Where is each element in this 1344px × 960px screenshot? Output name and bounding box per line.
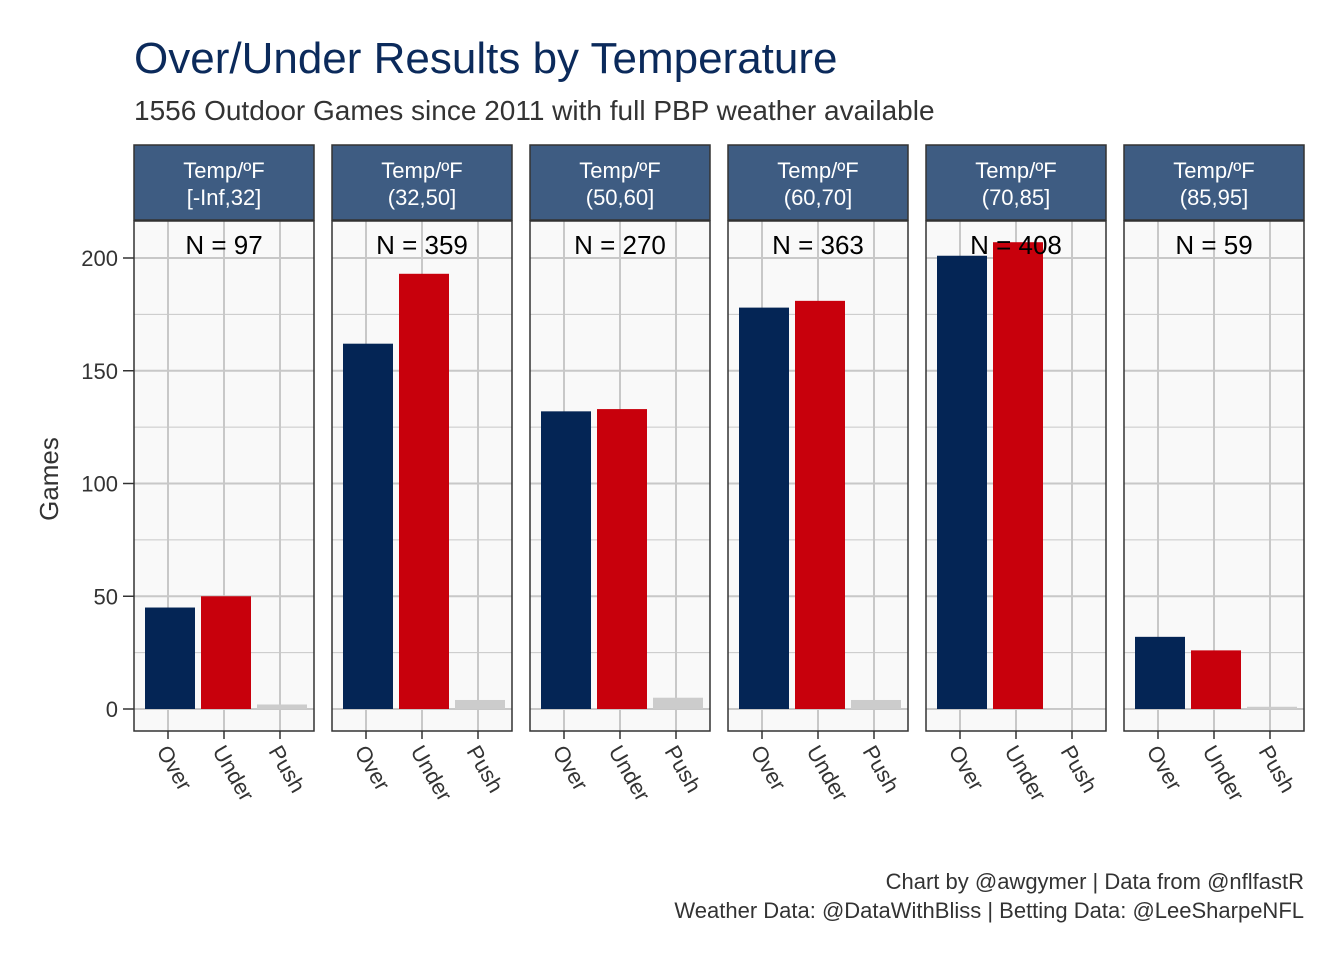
- x-tick-label: Push: [264, 741, 311, 797]
- facet-strip: [925, 144, 1107, 221]
- bar-over: [541, 411, 591, 709]
- x-tick-label: Push: [1056, 741, 1103, 797]
- x-tick-label: Over: [1142, 741, 1187, 795]
- bar-under: [1191, 650, 1241, 709]
- facet-strip-label: Temp/ºF: [975, 158, 1056, 183]
- chart-title: Over/Under Results by Temperature: [134, 34, 837, 83]
- x-tick-label: Under: [208, 741, 260, 805]
- y-tick-label: 0: [106, 697, 118, 722]
- facet-strip-label: Temp/ºF: [579, 158, 660, 183]
- x-tick-label: Over: [152, 741, 197, 795]
- bar-push: [257, 704, 307, 709]
- bar-under: [597, 409, 647, 709]
- y-tick-label: 200: [81, 246, 118, 271]
- x-tick-label: Under: [1198, 741, 1250, 805]
- bar-over: [343, 343, 393, 709]
- n-label: N = 97: [185, 230, 262, 260]
- bar-under: [201, 596, 251, 709]
- facet-strip-label: Temp/ºF: [183, 158, 264, 183]
- x-tick-label: Under: [406, 741, 458, 805]
- bar-push: [851, 699, 901, 709]
- facet-strip-range: (60,70]: [784, 185, 853, 210]
- facet-strip-label: Temp/ºF: [381, 158, 462, 183]
- facet-strip-range: (50,60]: [586, 185, 655, 210]
- n-label: N = 270: [574, 230, 666, 260]
- x-tick-label: Over: [746, 741, 791, 795]
- x-tick-label: Under: [604, 741, 656, 805]
- facet-strip: [1123, 144, 1305, 221]
- bar-under: [795, 300, 845, 709]
- facet-panel: Temp/ºF(70,85] N = 408 Over Under Push: [925, 144, 1107, 805]
- x-tick-label: Push: [1254, 741, 1301, 797]
- bar-over: [937, 255, 987, 709]
- y-tick-label: 100: [81, 472, 118, 497]
- n-label: N = 359: [376, 230, 468, 260]
- bar-push: [1049, 709, 1099, 710]
- bar-under: [993, 242, 1043, 709]
- x-tick-label: Over: [350, 741, 395, 795]
- bar-over: [1135, 636, 1185, 709]
- bar-push: [455, 699, 505, 709]
- chart-subtitle: 1556 Outdoor Games since 2011 with full …: [134, 95, 935, 126]
- x-tick-label: Over: [944, 741, 989, 795]
- facet-panel: Temp/ºF(85,95] N = 59 Over Under Push: [1123, 144, 1305, 805]
- y-tick-label: 50: [94, 584, 118, 609]
- facet-strip: [133, 144, 315, 221]
- facet-strip-label: Temp/ºF: [777, 158, 858, 183]
- bar-under: [399, 273, 449, 709]
- bar-over: [145, 607, 195, 709]
- facet-strip-range: (32,50]: [388, 185, 457, 210]
- bar-push: [1247, 706, 1297, 709]
- bar-over: [739, 307, 789, 709]
- y-tick-label: 150: [81, 359, 118, 384]
- caption-line-2: Weather Data: @DataWithBliss | Betting D…: [674, 898, 1304, 923]
- facet-strip-range: (70,85]: [982, 185, 1051, 210]
- facet-strip-range: [-Inf,32]: [187, 185, 262, 210]
- facet-panel: Temp/ºF(60,70] N = 363 Over Under Push: [727, 144, 909, 805]
- facet-strip: [727, 144, 909, 221]
- facet-strip: [331, 144, 513, 221]
- facet-panel: Temp/ºF(32,50] N = 359 Over Under Push: [331, 144, 513, 805]
- facet-strip: [529, 144, 711, 221]
- facet-strip-label: Temp/ºF: [1173, 158, 1254, 183]
- x-tick-label: Under: [1000, 741, 1052, 805]
- y-axis-ticks: 0 50 100 150 200: [81, 246, 134, 722]
- n-label: N = 363: [772, 230, 864, 260]
- x-tick-label: Push: [858, 741, 905, 797]
- facet-strip-range: (85,95]: [1180, 185, 1249, 210]
- x-tick-label: Push: [660, 741, 707, 797]
- caption-line-1: Chart by @awgymer | Data from @nflfastR: [886, 869, 1304, 894]
- n-label: N = 408: [970, 230, 1062, 260]
- facet-panel: Temp/ºF[-Inf,32] N = 97 Over Under Push: [133, 144, 315, 805]
- facet-panel: Temp/ºF(50,60] N = 270 Over Under Push: [529, 144, 711, 805]
- x-tick-label: Push: [462, 741, 509, 797]
- n-label: N = 59: [1175, 230, 1252, 260]
- y-axis-label: Games: [34, 437, 64, 521]
- bar-push: [653, 697, 703, 709]
- x-tick-label: Over: [548, 741, 593, 795]
- x-tick-label: Under: [802, 741, 854, 805]
